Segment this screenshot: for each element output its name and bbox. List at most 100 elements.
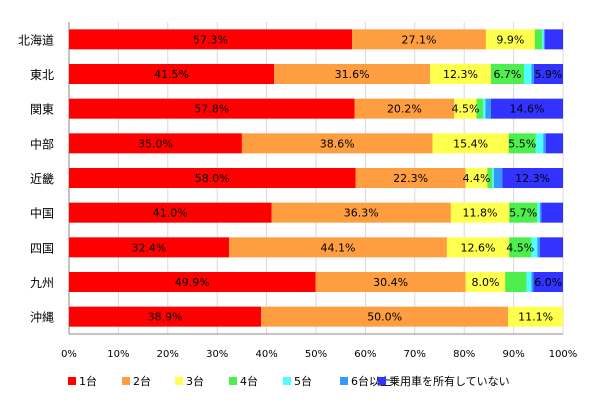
bar-segment [430,64,491,84]
bar-segment [534,29,543,50]
bar-segment [509,237,532,258]
x-tick-label: 90% [502,349,524,360]
bar-segment [508,133,536,154]
bar-segment [476,98,483,119]
legend-swatch [175,377,183,385]
legend-swatch [229,377,237,385]
data-label: 6.7% [493,68,521,81]
bar-segment [493,168,503,188]
bar-segment [543,133,546,154]
data-label: 4.5% [506,241,534,254]
bar-segment [69,306,262,327]
data-label: 57.3% [193,33,228,46]
bar-segment [69,64,275,84]
bar-segment [492,168,494,188]
data-label: 35.0% [138,137,173,150]
bar-segment [271,202,451,223]
bar-segment [531,64,534,84]
bar-segment [531,237,538,258]
bar-segment [505,272,527,292]
bar-segment [69,202,272,223]
bar-segment [487,168,493,188]
bar-segment [352,29,486,50]
legend-swatch [378,377,386,385]
bar-segment [315,272,466,292]
bar-segment [446,237,510,258]
category-label: 東北 [30,68,54,82]
bar-segment [432,133,509,154]
x-tick-label: 70% [404,349,426,360]
bar-segment [454,98,477,119]
data-label: 31.6% [335,68,370,81]
data-label: 12.3% [443,68,478,81]
legend-swatch [122,377,130,385]
data-label: 12.3% [515,172,550,185]
bar-segment [465,272,506,292]
bar-segment [490,98,563,119]
data-label: 27.1% [402,33,437,46]
category-label: 中国 [30,206,54,221]
bar-segment [450,202,510,223]
bars [69,29,563,327]
legend-label: 2台 [133,374,151,388]
data-label: 11.8% [463,207,498,220]
bar-segment [508,306,563,327]
x-tick-label: 80% [453,349,475,360]
legend-label: 3台 [186,374,204,388]
bar-segment [543,29,545,50]
legend-label: 1台 [79,374,97,388]
bar-segment [537,202,540,223]
data-label: 44.1% [321,241,356,254]
bar-segment [502,168,563,188]
bar-segment [485,98,491,119]
data-label: 50.0% [367,311,402,324]
x-tick-label: 60% [354,349,376,360]
x-tick-label: 50% [305,349,327,360]
data-label: 57.8% [194,103,229,116]
bar-segment [229,237,447,258]
data-label: 41.5% [154,68,189,81]
data-label: 8.0% [471,276,499,289]
x-tick-label: 30% [206,349,228,360]
bar-segment [535,133,544,154]
bar-segment [526,272,532,292]
bar-segment [485,29,535,50]
bar-segment [545,133,563,154]
bar-segment [69,98,355,119]
bar-segment [533,272,563,292]
category-label: 関東 [30,103,54,117]
legend-swatch [340,377,348,385]
legend-swatch [283,377,291,385]
bar-segment [355,168,466,188]
data-label: 12.6% [461,241,496,254]
bar-segment [69,237,230,258]
x-tick-label: 100% [549,349,578,360]
data-label: 36.3% [344,207,379,220]
bar-segment [274,64,431,84]
bar-segment [261,306,509,327]
data-label: 22.3% [393,172,428,185]
data-label: 38.9% [148,311,183,324]
data-label: 4.5% [451,103,479,116]
bar-segment [539,237,563,258]
x-tick-label: 0% [61,349,77,360]
category-label: 四国 [30,241,54,255]
x-tick-labels: 0% 10% 20% 30% 40% 50% 60% 70% 80% 90% 100% [61,349,577,360]
bar-segment [482,98,486,119]
bar-segment [69,133,242,154]
category-label: 中部 [30,136,54,151]
data-label: 5.5% [508,137,536,150]
x-tick-label: 20% [157,349,179,360]
category-label: 北海道 [18,32,54,47]
bar-segment [542,29,544,50]
bar-segment [465,168,488,188]
data-label: 4.4% [463,172,491,185]
bar-segment [490,64,524,84]
data-label: 30.4% [373,276,408,289]
data-label: 58.0% [195,172,230,185]
data-label: 5.9% [534,68,562,81]
data-label: 14.6% [509,103,544,116]
